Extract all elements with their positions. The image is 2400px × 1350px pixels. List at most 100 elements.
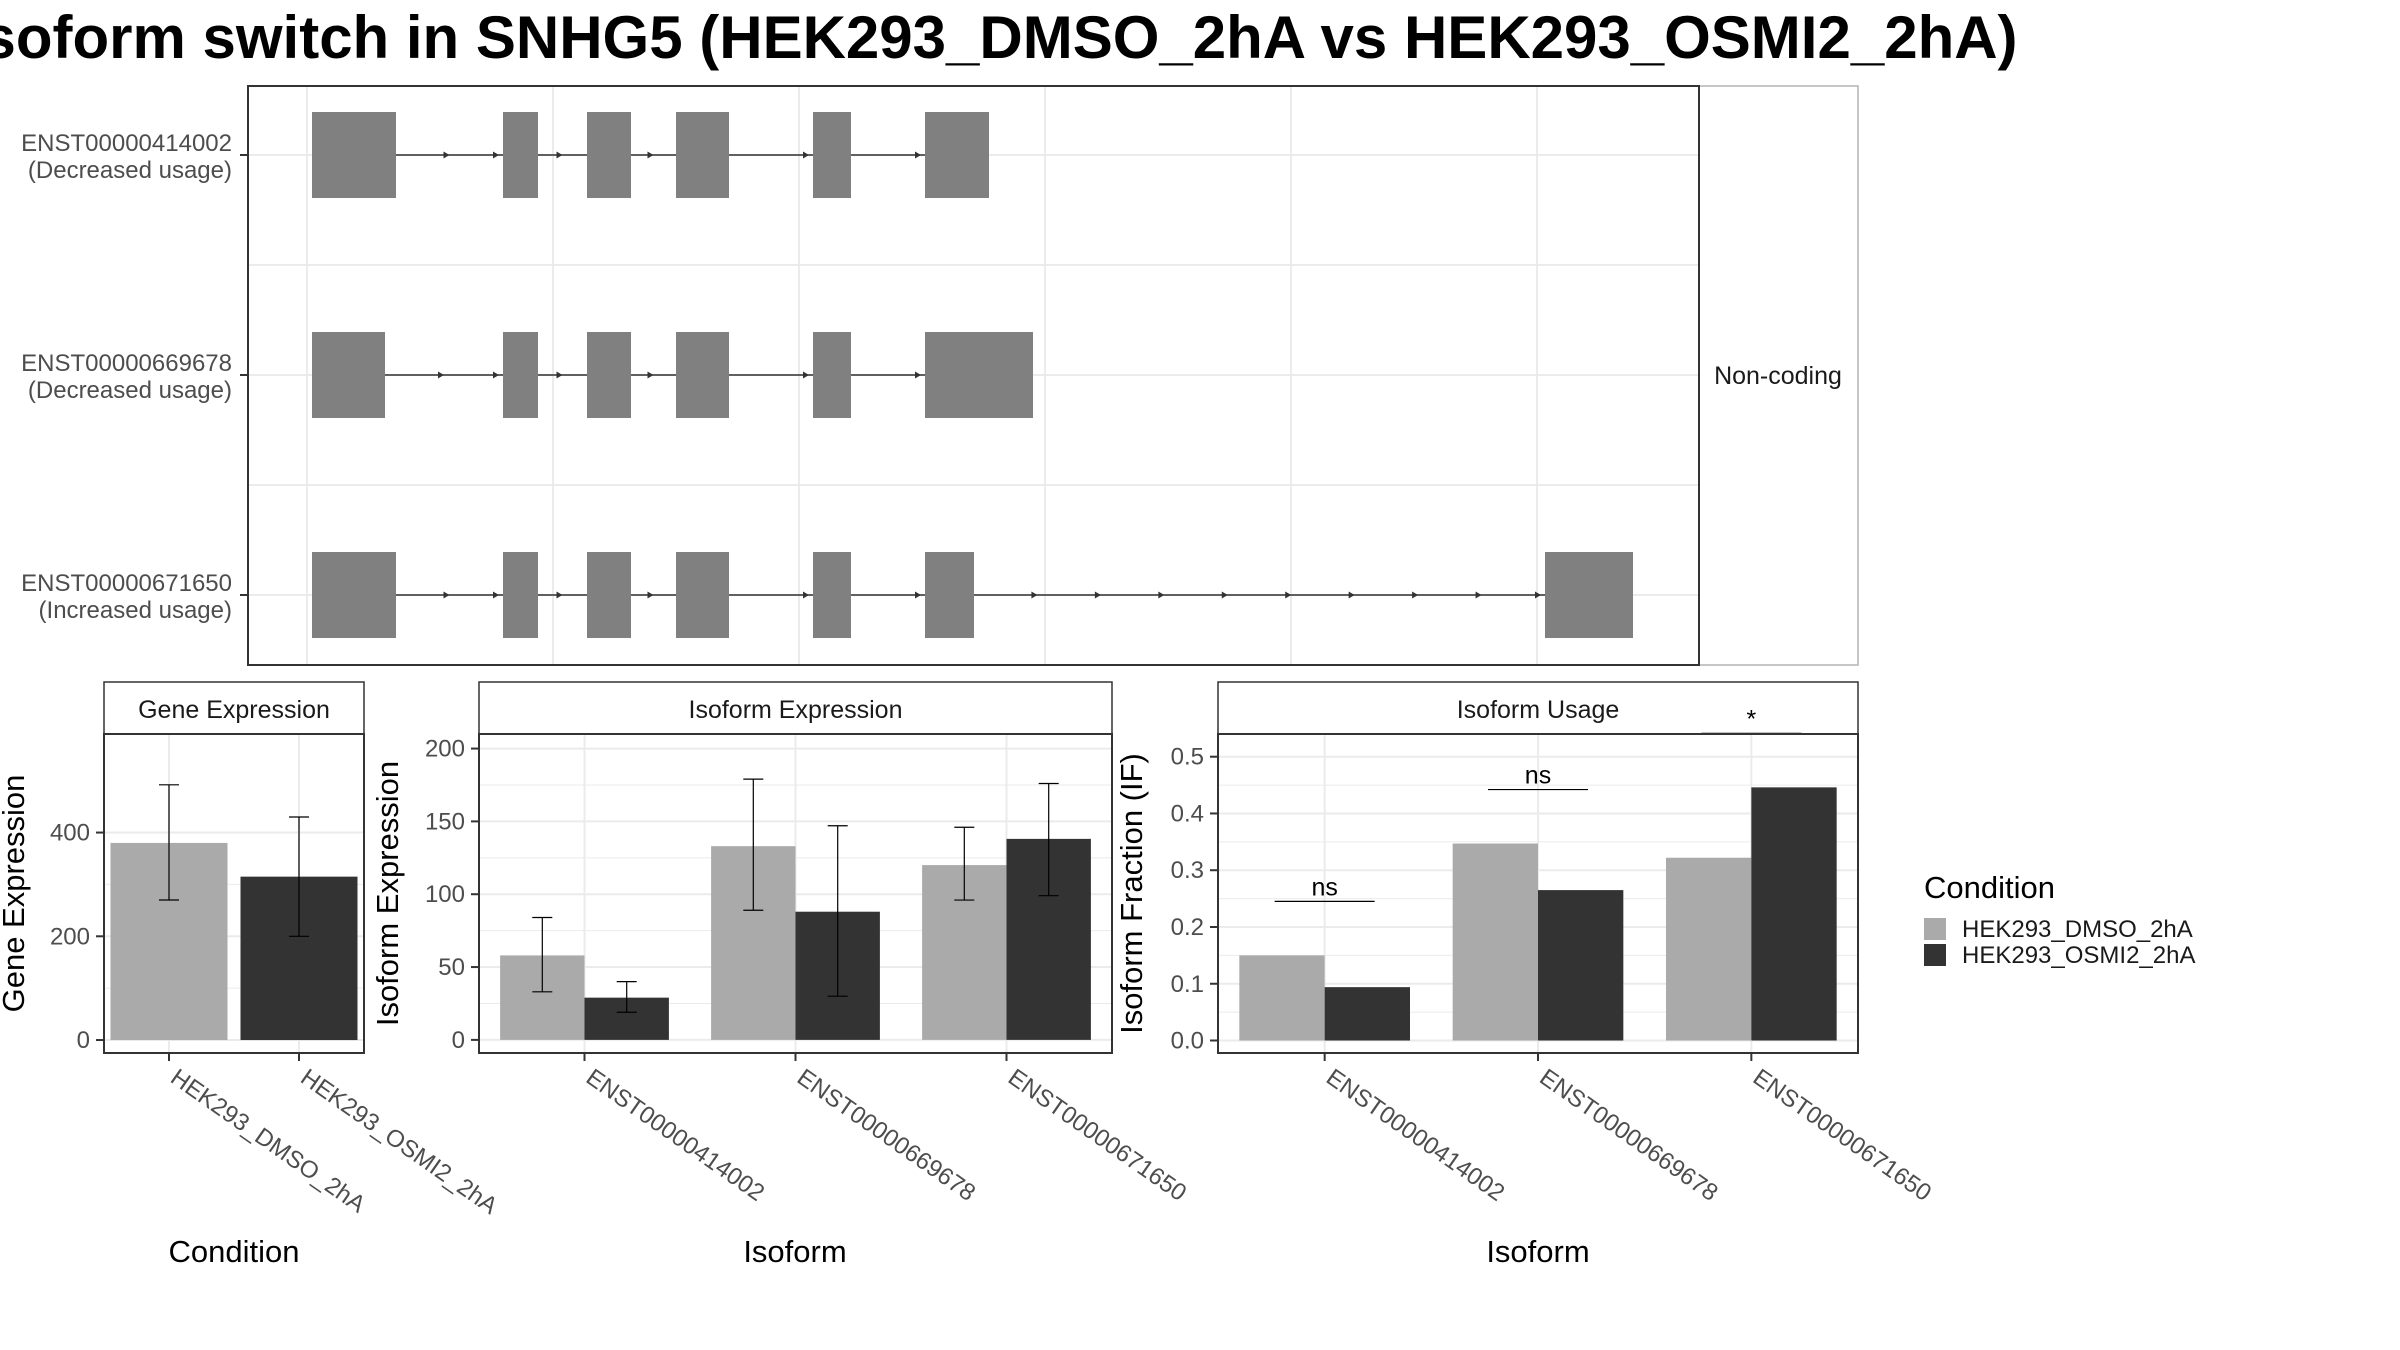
exon-block-3 <box>587 552 631 638</box>
intron-direction-arrow <box>1031 591 1038 599</box>
intron-direction-arrow <box>647 591 654 599</box>
error-bar <box>954 826 975 901</box>
exon-block-2 <box>503 332 538 418</box>
significance-label: ns <box>1311 873 1337 901</box>
intron-direction-arrow <box>1285 591 1292 599</box>
intron-direction-arrow <box>915 591 921 599</box>
y-tick-label: 0.3 <box>1171 857 1204 884</box>
x-axis-title: Isoform <box>743 1234 846 1269</box>
intron-direction-arrow <box>1221 591 1228 599</box>
exon-block-5 <box>813 332 851 418</box>
intron-direction-arrow <box>438 371 444 379</box>
y-axis-title: Isoform Expression <box>370 761 405 1026</box>
intron-direction-arrow <box>647 371 654 379</box>
intron-direction-arrow <box>915 371 921 379</box>
bar-chart-panels: Gene Expression0200400HEK293_DMSO_2hAHEK… <box>0 681 1936 1269</box>
exon-block-4 <box>676 552 729 638</box>
y-axis-title: Isoform Fraction (IF) <box>1114 753 1149 1034</box>
exon-block-4 <box>676 112 729 198</box>
exon-block-2 <box>503 552 538 638</box>
x-tick-label: ENST00000669678 <box>1535 1064 1723 1207</box>
strip-label-non-coding: Non-coding <box>1714 362 1842 390</box>
y-tick-label: 0.4 <box>1171 800 1204 827</box>
strip-background <box>1698 85 1859 666</box>
exon-block-7 <box>1545 552 1633 638</box>
intron-direction-arrow <box>1535 591 1541 599</box>
y-axis-title: Gene Expression <box>0 775 31 1013</box>
x-tick-label: ENST00000414002 <box>1321 1064 1509 1207</box>
y-tick-label: 200 <box>50 923 90 950</box>
x-tick-label: ENST00000671650 <box>1748 1064 1936 1207</box>
exon-block-1 <box>312 552 396 638</box>
intron-direction-arrow <box>803 591 809 599</box>
error-bar <box>616 981 637 1013</box>
intron-direction-arrow <box>1412 591 1419 599</box>
exon-block-5 <box>813 112 851 198</box>
error-bar <box>159 784 179 901</box>
significance-label: ns <box>1525 762 1551 790</box>
legend-swatch <box>1924 918 1946 940</box>
exon-block-3 <box>587 112 631 198</box>
x-tick-label: ENST00000671650 <box>1003 1064 1191 1207</box>
legend-title: Condition <box>1924 870 2055 905</box>
intron-direction-arrow <box>803 151 809 159</box>
y-tick-label: 400 <box>50 820 90 847</box>
error-bar <box>532 916 553 993</box>
y-tick-label: 0 <box>452 1027 465 1054</box>
x-axis-title: Condition <box>169 1234 300 1269</box>
bar-ENST00000671650-HEK293_OSMI2_2hA <box>1751 787 1837 1041</box>
y-tick-label: 150 <box>425 808 465 835</box>
error-bar <box>743 778 764 911</box>
legend-swatch <box>1924 944 1946 966</box>
exon-block-1 <box>312 112 396 198</box>
legend-item-label: HEK293_DMSO_2hA <box>1962 916 2193 943</box>
intron-direction-arrow <box>556 371 563 379</box>
intron-direction-arrow <box>493 591 499 599</box>
significance-label: * <box>1746 705 1756 733</box>
transcript-usage-label: (Decreased usage) <box>28 157 232 184</box>
transcript-panel-border <box>247 85 1700 666</box>
panel-border <box>103 733 365 1054</box>
exon-block-6 <box>925 552 974 638</box>
y-tick-label: 0 <box>77 1027 90 1054</box>
y-tick-label: 50 <box>438 954 465 981</box>
exon-block-6 <box>925 332 1033 418</box>
error-bar <box>1038 782 1059 897</box>
transcript-usage-label: (Increased usage) <box>39 597 232 624</box>
intron-direction-arrow <box>1158 591 1165 599</box>
intron-direction-arrow <box>556 591 563 599</box>
exon-block-6 <box>925 112 989 198</box>
error-bar <box>289 816 309 937</box>
intron-direction-arrow <box>915 151 921 159</box>
exon-block-3 <box>587 332 631 418</box>
bar-ENST00000669678-HEK293_DMSO_2hA <box>1452 843 1538 1041</box>
transcript-row-ENST00000414002: ENST00000414002(Decreased usage) <box>21 112 989 198</box>
figure-title: The isoform switch in SNHG5 (HEK293_DMSO… <box>0 4 2018 71</box>
exon-block-1 <box>312 332 385 418</box>
intron-direction-arrow <box>1094 591 1101 599</box>
transcript-id-label: ENST00000671650 <box>21 570 232 597</box>
bar-ENST00000671650-HEK293_DMSO_2hA <box>1666 857 1752 1041</box>
intron-direction-arrow <box>443 151 450 159</box>
transcript-usage-label: (Decreased usage) <box>28 377 232 404</box>
intron-direction-arrow <box>647 151 654 159</box>
error-bar <box>827 825 848 997</box>
panel-isoform-expression: Isoform Expression 0 50 100 150 200 ENST000004… <box>370 681 1191 1269</box>
panel-gene-expression: Gene Expression0200400HEK293_DMSO_2hAHEK… <box>0 681 502 1269</box>
bar-ENST00000669678-HEK293_OSMI2_2hA <box>1538 890 1624 1041</box>
x-axis-title: Isoform <box>1486 1234 1589 1269</box>
bar-ENST00000414002-HEK293_OSMI2_2hA <box>1324 987 1410 1041</box>
x-tick-label: ENST00000414002 <box>581 1064 769 1207</box>
panel-isoform-usage: Isoform Usage ns ns * 0.0 0.1 0.2 0.3 0.4 0.5 ENST… <box>1114 681 1936 1269</box>
y-tick-label: 0.0 <box>1171 1028 1204 1055</box>
exon-block-2 <box>503 112 538 198</box>
intron-direction-arrow <box>803 371 809 379</box>
exon-block-4 <box>676 332 729 418</box>
y-tick-label: 0.5 <box>1171 744 1204 771</box>
y-tick-label: 0.1 <box>1171 971 1204 998</box>
intron-direction-arrow <box>1475 591 1482 599</box>
transcript-id-label: ENST00000414002 <box>21 130 232 157</box>
